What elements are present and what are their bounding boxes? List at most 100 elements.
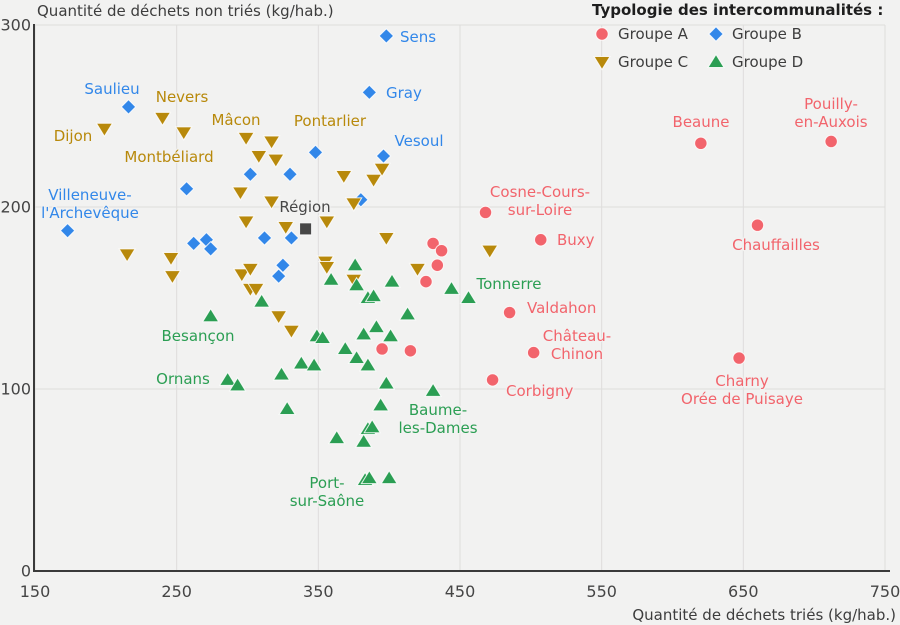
data-point-d <box>364 287 383 303</box>
data-point-d <box>383 273 401 288</box>
data-point-d <box>424 382 442 397</box>
data-point-a <box>403 344 418 358</box>
data-point-d <box>305 356 323 372</box>
data-point-c <box>241 262 260 278</box>
diamond-icon <box>708 26 724 42</box>
point-label: Villeneuve-l'Archevêque <box>41 186 139 222</box>
x-tick-label: 350 <box>303 582 334 601</box>
legend-title: Typologie des intercommunalités : <box>592 1 884 19</box>
data-point-c <box>262 195 281 210</box>
y-tick-label: 0 <box>20 561 31 581</box>
data-point-b <box>120 98 137 115</box>
data-point-c <box>317 261 336 276</box>
data-point-d <box>371 396 390 412</box>
data-point-c <box>153 111 172 127</box>
y-axis-title: Quantité de déchets non triés (kg/hab.) <box>37 2 334 20</box>
x-tick-label: 650 <box>728 582 759 601</box>
point-label: Pontarlier <box>293 112 367 130</box>
data-point-c <box>95 122 114 138</box>
data-point-r <box>299 222 313 236</box>
y-tick-label: 200 <box>0 197 31 217</box>
legend-marker <box>707 53 725 68</box>
data-point-d <box>322 271 340 286</box>
data-point-c <box>262 135 281 150</box>
legend-item: Groupe B <box>707 23 821 45</box>
data-point-c <box>480 244 499 260</box>
data-point-c <box>334 170 353 185</box>
data-point-c <box>237 131 255 147</box>
data-point-c <box>174 126 193 141</box>
data-point-d <box>313 329 332 345</box>
data-point-c <box>364 173 383 189</box>
data-point-d <box>381 327 400 343</box>
legend-item: Groupe A <box>593 23 707 45</box>
data-point-b <box>375 148 392 164</box>
data-point-d <box>346 256 365 272</box>
legend-item: Groupe D <box>707 51 821 73</box>
data-point-a <box>694 136 708 151</box>
legend-item: Groupe C <box>593 51 707 73</box>
point-label: Pouilly-en-Auxois <box>794 95 868 131</box>
point-label: Besançon <box>161 327 235 345</box>
x-tick-label: 550 <box>586 582 617 601</box>
data-point-b <box>378 28 395 44</box>
data-point-d <box>347 276 366 292</box>
data-point-d <box>218 371 237 386</box>
data-point-d <box>354 433 373 448</box>
data-point-c <box>344 197 363 212</box>
data-point-b <box>178 180 195 197</box>
legend-marker <box>708 26 724 42</box>
point-label: Chauffailles <box>732 236 820 254</box>
point-label: Région <box>279 198 331 216</box>
point-label: Buxy <box>557 231 595 249</box>
x-axis-title: Quantité de déchets triés (kg/hab.) <box>632 606 896 624</box>
data-point-c <box>163 270 182 285</box>
data-point-a <box>824 134 838 149</box>
data-point-a <box>426 236 440 251</box>
data-point-c <box>266 153 285 169</box>
data-point-b <box>307 144 324 161</box>
point-label: Charny Orée de Puisaye <box>681 372 803 408</box>
data-point-d <box>380 469 399 485</box>
data-point-d <box>459 289 478 304</box>
triangle-up-icon <box>707 53 725 68</box>
data-point-a <box>375 342 389 356</box>
data-point-d <box>228 376 247 392</box>
data-point-a <box>478 205 493 220</box>
data-point-d <box>377 375 396 390</box>
data-point-b <box>256 230 273 246</box>
x-tick-label: 450 <box>444 582 476 601</box>
legend-item-label: Groupe B <box>732 25 802 43</box>
data-point-d <box>252 293 271 308</box>
data-point-b <box>283 230 300 246</box>
data-point-c <box>269 310 288 325</box>
data-point-a <box>526 345 541 360</box>
circle-icon <box>595 27 609 41</box>
data-point-b <box>270 268 287 285</box>
data-point-d <box>327 429 346 445</box>
x-tick-label: 250 <box>161 582 192 601</box>
data-point-c <box>276 221 295 236</box>
legend-marker <box>593 56 611 71</box>
data-point-a <box>430 258 445 272</box>
data-point-a <box>434 243 449 258</box>
data-point-c <box>373 162 391 178</box>
data-point-c <box>247 282 265 298</box>
point-label: Mâcon <box>211 111 261 129</box>
data-point-b <box>59 222 76 239</box>
data-point-c <box>231 186 250 201</box>
data-point-b <box>361 84 378 101</box>
data-point-d <box>367 318 386 334</box>
data-point-c <box>249 150 268 165</box>
data-point-b <box>242 166 259 183</box>
point-label: Cosne-Cours-sur-Loire <box>489 183 591 219</box>
data-point-c <box>237 215 255 231</box>
data-point-a <box>419 274 433 289</box>
point-label: Beaune <box>672 113 730 131</box>
point-label: Valdahon <box>527 299 597 317</box>
data-point-a <box>534 233 548 247</box>
legend-item-label: Groupe D <box>732 53 804 71</box>
data-point-d <box>347 349 366 365</box>
data-point-c <box>282 324 301 340</box>
